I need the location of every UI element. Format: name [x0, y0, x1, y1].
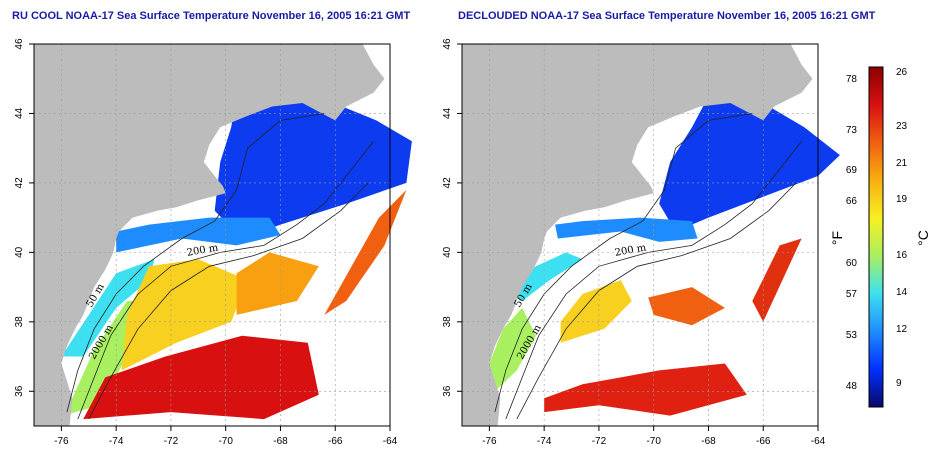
longitude-tick-label: -68 [701, 436, 716, 447]
sst-patch [659, 96, 840, 232]
sst-patch [61, 259, 155, 357]
colorbar-fahrenheit-tick: 78 [846, 74, 858, 85]
longitude-tick-label: -76 [54, 436, 69, 447]
map-title-right: DECLOUDED NOAA-17 Sea Surface Temperatur… [458, 10, 876, 22]
colorbar-celsius-tick: 9 [896, 378, 902, 389]
land-mask [34, 44, 385, 426]
colorbar-fahrenheit-tick: 57 [846, 289, 858, 300]
temperature-colorbar: 78 73 69 66 60 57 53 48 26 23 21 19 16 1… [830, 66, 931, 408]
colorbar-celsius-tick: 14 [896, 287, 908, 298]
colorbar-celsius-tick: 26 [896, 67, 908, 78]
sst-patch [648, 287, 725, 326]
colorbar-gradient [868, 66, 884, 408]
longitude-tick-label: -74 [109, 436, 124, 447]
longitude-tick-label: -64 [383, 436, 398, 447]
sst-patch [505, 252, 583, 301]
sst-patch [50, 301, 149, 420]
colorbar-fahrenheit-tick: 60 [846, 258, 858, 269]
sst-patch [116, 217, 281, 253]
sst-patch [489, 307, 536, 392]
map-title-left: RU COOL NOAA-17 Sea Surface Temperature … [12, 10, 411, 22]
land-mask [462, 44, 813, 426]
latitude-tick-label: 46 [442, 38, 453, 50]
longitude-tick-label: -66 [756, 436, 771, 447]
sst-patch [214, 85, 412, 239]
isobath-line [494, 113, 753, 413]
colorbar-fahrenheit-tick: 53 [846, 330, 858, 341]
colorbar-fahrenheit-tick: 69 [846, 165, 858, 176]
longitude-tick-label: -64 [811, 436, 826, 447]
longitude-tick-label: -72 [164, 436, 179, 447]
latitude-tick-label: 40 [14, 246, 25, 258]
isobath-line [88, 182, 369, 420]
map-frame [33, 43, 391, 427]
latitude-tick-label: 44 [14, 107, 25, 119]
longitude-tick-label: -68 [273, 436, 288, 447]
longitude-tick-label: -76 [482, 436, 497, 447]
latitude-tick-label: 38 [442, 316, 453, 328]
map-frame [461, 43, 819, 427]
colorbar-celsius-tick: 21 [896, 158, 908, 169]
colorbar-fahrenheit-tick: 48 [846, 381, 858, 392]
sst-patch [121, 259, 248, 371]
longitude-tick-label: -70 [646, 436, 661, 447]
celsius-axis-label: °C [915, 230, 931, 246]
colorbar-celsius-tick: 19 [896, 194, 908, 205]
latitude-tick-label: 36 [14, 385, 25, 397]
sst-patch [560, 280, 632, 343]
longitude-tick-label: -72 [592, 436, 607, 447]
colorbar-celsius-tick: 12 [896, 324, 908, 335]
latitude-tick-label: 46 [14, 38, 25, 50]
isobath-line [66, 113, 325, 413]
isobath-line [516, 182, 797, 420]
latitude-tick-label: 36 [442, 385, 453, 397]
sst-patch [236, 252, 319, 315]
colorbar-celsius-tick: 23 [896, 121, 908, 132]
colorbar-fahrenheit-tick: 66 [846, 196, 858, 207]
colorbar-celsius-tick: 16 [896, 250, 908, 261]
latitude-tick-label: 38 [14, 316, 25, 328]
longitude-tick-label: -74 [537, 436, 552, 447]
longitude-tick-label: -70 [218, 436, 233, 447]
sst-patch [752, 238, 802, 322]
latitude-tick-label: 42 [14, 177, 25, 189]
longitude-tick-label: -66 [328, 436, 343, 447]
colorbar-fahrenheit-tick: 73 [846, 125, 858, 136]
latitude-tick-label: 40 [442, 246, 453, 258]
sst-patch [544, 363, 747, 416]
sst-patch [83, 335, 319, 420]
latitude-tick-label: 44 [442, 107, 453, 119]
fahrenheit-axis-label: °F [830, 231, 845, 245]
latitude-tick-label: 42 [442, 177, 453, 189]
